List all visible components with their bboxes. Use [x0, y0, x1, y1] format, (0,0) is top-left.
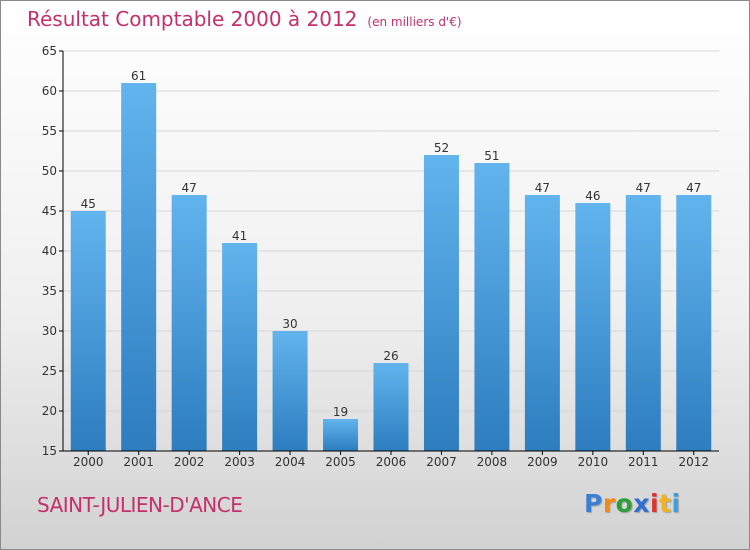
- logo-letter: P: [584, 489, 603, 518]
- x-tick-label-2011: 2011: [628, 455, 659, 469]
- data-label-2003: 41: [232, 229, 247, 243]
- y-tick-label: 30: [42, 324, 57, 338]
- chart-title: Résultat Comptable 2000 à 2012 (en millie…: [27, 7, 462, 31]
- y-tick-label: 35: [42, 284, 57, 298]
- data-label-2011: 47: [636, 181, 651, 195]
- x-tick-label-2004: 2004: [275, 455, 306, 469]
- bar-2005: [323, 419, 359, 451]
- data-label-2010: 46: [585, 189, 600, 203]
- logo-letter: i: [650, 489, 660, 518]
- y-tick-label: 55: [42, 124, 57, 138]
- unit-label: (en milliers d'€): [367, 15, 462, 29]
- x-tick-label-2007: 2007: [426, 455, 457, 469]
- data-label-2001: 61: [131, 69, 146, 83]
- x-tick-label-2006: 2006: [376, 455, 407, 469]
- x-tick-label-2008: 2008: [477, 455, 508, 469]
- bar-2008: [474, 163, 510, 451]
- logo-letter: t: [659, 489, 672, 518]
- proxiti-logo[interactable]: Proxiti: [584, 489, 681, 518]
- bar-2009: [524, 195, 560, 451]
- bar-2007: [423, 155, 459, 451]
- x-tick-label-2000: 2000: [73, 455, 104, 469]
- bar-2011: [625, 195, 661, 451]
- data-labels: 45 61 47 41 30 19 26 52 51 47 46 47 47: [81, 69, 702, 419]
- bars: [70, 83, 712, 451]
- chart-title-text: Résultat Comptable 2000 à 2012: [27, 7, 358, 31]
- bar-2001: [121, 83, 157, 451]
- x-tick-label-2009: 2009: [527, 455, 558, 469]
- data-label-2004: 30: [282, 317, 297, 331]
- bar-2012: [676, 195, 712, 451]
- data-label-2007: 52: [434, 141, 449, 155]
- y-tick-label: 65: [42, 44, 57, 58]
- axes: 15 20 25 30 35 40 45 50 55 60 65 2000 2001 2002 2003 20…: [42, 44, 719, 469]
- commune-name: SAINT-JULIEN-D'ANCE: [37, 493, 243, 517]
- y-tick-label: 15: [42, 444, 57, 458]
- x-tick-label-2010: 2010: [578, 455, 609, 469]
- bar-2000: [70, 211, 106, 451]
- logo-letter: o: [615, 489, 634, 518]
- y-tick-label: 20: [42, 404, 57, 418]
- bar-2004: [272, 331, 308, 451]
- x-tick-label-2001: 2001: [123, 455, 154, 469]
- logo-letter: x: [633, 489, 650, 518]
- y-tick-label: 40: [42, 244, 57, 258]
- x-tick-label-2002: 2002: [174, 455, 205, 469]
- bar-2010: [575, 203, 611, 451]
- y-tick-label: 50: [42, 164, 57, 178]
- y-tick-label: 45: [42, 204, 57, 218]
- data-label-2006: 26: [383, 349, 398, 363]
- x-tick-label-2012: 2012: [678, 455, 709, 469]
- data-label-2005: 19: [333, 405, 348, 419]
- data-label-2002: 47: [182, 181, 197, 195]
- y-tick-label: 25: [42, 364, 57, 378]
- data-label-2008: 51: [484, 149, 499, 163]
- x-tick-label-2003: 2003: [224, 455, 255, 469]
- data-label-2012: 47: [686, 181, 701, 195]
- bar-2006: [373, 363, 409, 451]
- y-tick-label: 60: [42, 84, 57, 98]
- logo-letter: r: [602, 489, 616, 518]
- x-tick-label-2005: 2005: [325, 455, 356, 469]
- bar-2003: [222, 243, 258, 451]
- data-label-2000: 45: [81, 197, 96, 211]
- bar-2002: [171, 195, 207, 451]
- data-label-2009: 47: [535, 181, 550, 195]
- logo-letter: i: [671, 489, 681, 518]
